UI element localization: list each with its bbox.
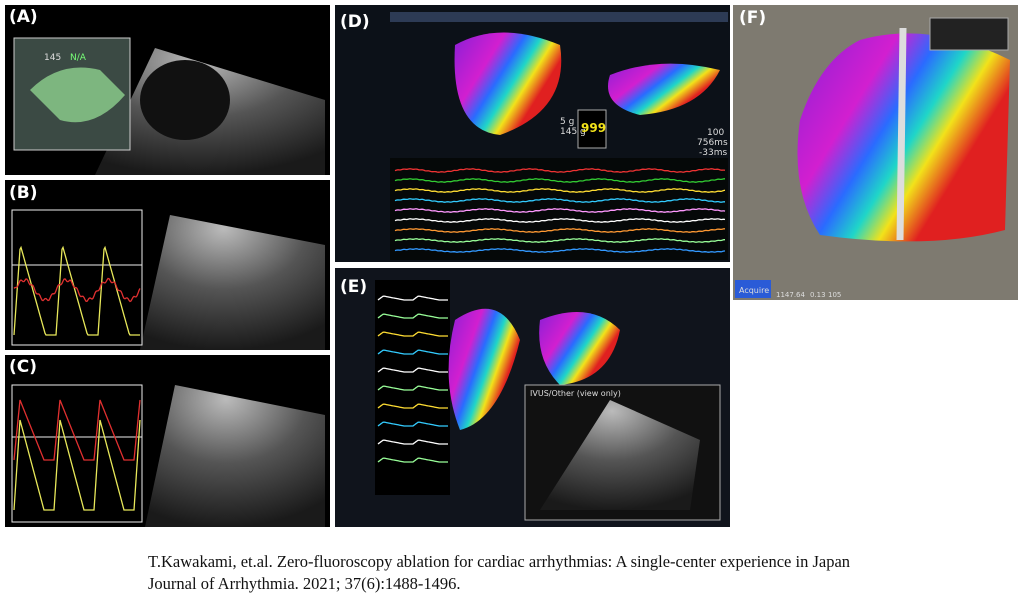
toolbar [390,12,728,22]
waveform [394,248,725,253]
ui-text: 145 g [560,127,586,137]
acquire-button[interactable] [735,280,771,298]
anatomy-model [30,67,125,123]
waveform [394,168,726,173]
ui-text: 100 [707,128,724,138]
citation: T.Kawakami, et.al. Zero-fluoroscopy abla… [148,552,850,571]
waveform [377,421,448,427]
waveform [394,188,726,193]
ui-text: N/A [70,53,87,63]
waveform [377,457,448,463]
ui-text[interactable]: Acquire [739,286,769,295]
panel-b [5,180,330,350]
waveform [13,245,140,336]
inset-waveform [11,209,143,346]
echo-image [140,215,325,350]
waveform [377,331,448,337]
ui-text: 1147.64 [776,291,805,299]
ui-text: 105 [828,291,841,299]
waveform [377,403,448,409]
echo-image [540,400,700,510]
waveform [377,367,448,373]
value-box [577,109,607,149]
panel-label: (C) [9,357,37,377]
inset-egm [929,17,1009,51]
ui-text: 145 [44,53,61,63]
panel-label: (A) [9,7,38,27]
ui-text: 999 [581,121,606,135]
citation: Journal of Arrhythmia. 2021; 37(6):1488-… [148,574,461,593]
ui-text: 5 g [560,117,574,127]
map-3d [539,312,620,385]
waveform [394,178,725,183]
panel-a [5,5,330,175]
waveform [13,419,141,511]
waveform [377,439,448,445]
waveform [377,349,448,355]
panel-label: (F) [739,8,766,28]
ui-text: 756ms [697,138,728,148]
map-3d [454,32,562,135]
map-3d [608,63,720,115]
waveform [394,198,725,203]
waveform [377,313,448,319]
panel-label: (D) [340,12,370,32]
ui-text: IVUS/Other (view only) [530,389,621,398]
waveform [377,385,448,391]
waveform [377,295,448,301]
waveform [394,228,726,233]
waveform [13,277,141,303]
echo-image [145,385,325,527]
panel-f [733,5,1018,300]
waveform [394,218,726,223]
ui-text: -33ms [699,148,727,158]
waveform [13,399,141,461]
waveform [394,238,725,243]
ui-text: 0.13 [810,291,826,299]
inset-waveform [11,384,143,523]
catheter [896,27,907,241]
map-3d [448,308,520,430]
panel-d [335,5,730,262]
panel-c [5,355,330,527]
panel-label: (E) [340,277,367,297]
cavity [140,60,230,140]
egm-panel [375,280,450,495]
waveform [394,208,726,213]
panel-label: (B) [9,183,38,203]
